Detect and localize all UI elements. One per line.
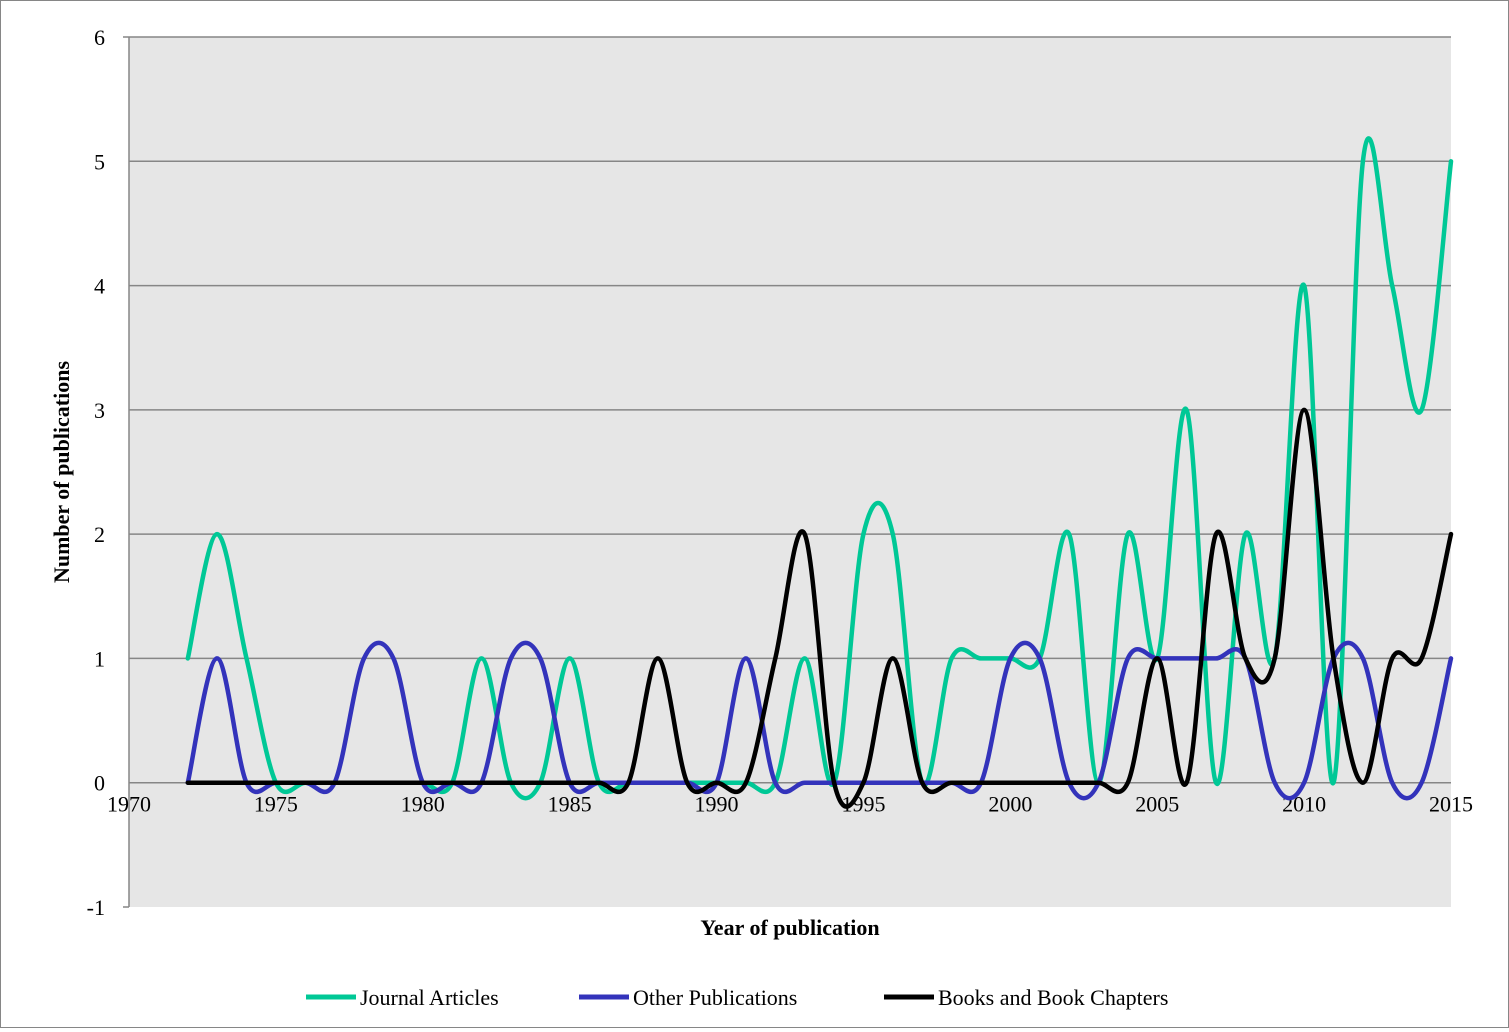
x-tick-label: 1970 xyxy=(107,792,151,817)
series-line-1 xyxy=(185,640,1454,801)
y-tick-label: -1 xyxy=(87,895,105,920)
y-tick-label: 4 xyxy=(94,274,105,299)
x-tick-label: 1980 xyxy=(401,792,445,817)
x-tick-label: 1985 xyxy=(548,792,592,817)
y-tick-label: 0 xyxy=(94,771,105,796)
y-axis-title: Number of publications xyxy=(49,361,74,584)
x-tick-labels: 1970 1975 1980 1985 1990 1995 2000 2005 2010 2015 xyxy=(107,792,1473,817)
y-tick-label: 5 xyxy=(94,149,105,174)
x-tick-label: 2000 xyxy=(988,792,1032,817)
x-tick-label: 1990 xyxy=(695,792,739,817)
y-tick-labels: -1 0 1 2 3 4 5 6 xyxy=(87,25,105,920)
x-tick-label: 2015 xyxy=(1429,792,1473,817)
legend-label-1: Other Publications xyxy=(633,985,797,1010)
series-line-0 xyxy=(185,136,1454,801)
y-tick-label: 6 xyxy=(94,25,105,50)
y-tick-label: 2 xyxy=(94,522,105,547)
plot-area xyxy=(129,37,1451,907)
y-tick-label: 1 xyxy=(94,646,105,671)
legend-label-2: Books and Book Chapters xyxy=(938,985,1168,1010)
series-lines xyxy=(185,136,1454,809)
legend-label-0: Journal Articles xyxy=(360,985,499,1010)
legend: Journal Articles Other Publications Books … xyxy=(306,985,1168,1010)
y-tick-label: 3 xyxy=(94,398,105,423)
x-tick-label: 1975 xyxy=(254,792,298,817)
series-line-2 xyxy=(185,407,1454,809)
x-axis-title: Year of publication xyxy=(700,915,879,940)
x-tick-label: 2010 xyxy=(1282,792,1326,817)
x-tick-label: 2005 xyxy=(1135,792,1179,817)
